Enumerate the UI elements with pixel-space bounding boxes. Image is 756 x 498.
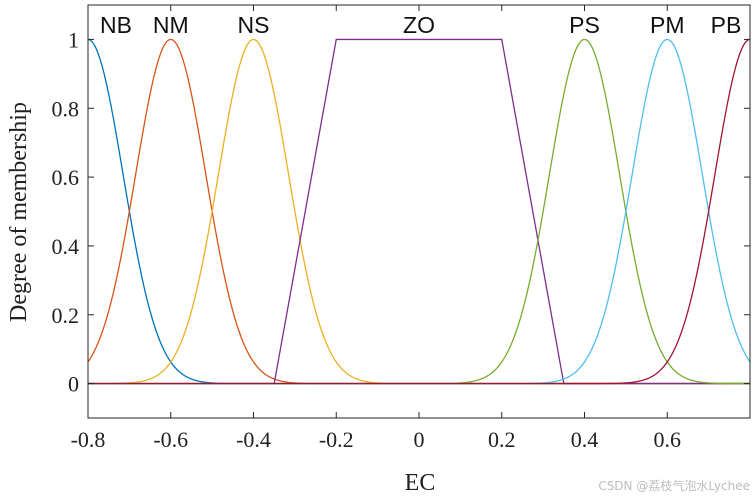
x-axis-label: EC [405,470,436,496]
series-label-nm: NM [153,12,189,38]
x-tick-label: 0 [414,427,425,452]
y-tick-label: 1 [68,27,79,52]
x-tick-label: -0.6 [153,427,188,452]
series-label-zo: ZO [403,12,435,38]
y-tick-label: 0.4 [52,234,80,259]
x-tick-label: 0.2 [488,427,516,452]
series-label-pb: PB [711,12,742,38]
plot-background [88,5,750,418]
series-curves [87,38,751,385]
y-axis-ticks: 0 0.2 0.4 0.6 0.8 1 [52,27,750,397]
y-tick-label: 0.8 [52,96,80,121]
watermark: CSDN @荔枝气泡水Lychee [598,479,750,493]
x-tick-label: -0.8 [71,427,106,452]
x-axis-ticks: -0.8 -0.6 -0.4 -0.2 0 0.2 0.4 0.6 [71,5,681,452]
series-labels: NB NM NS ZO PS PM PB [100,12,741,38]
y-tick-label: 0 [68,372,79,397]
y-tick-label: 0.6 [52,165,80,190]
y-tick-label: 0.2 [52,303,80,328]
x-tick-label: -0.4 [236,427,271,452]
x-tick-label: -0.2 [319,427,354,452]
y-axis-label: Degree of membership [6,102,32,322]
x-tick-label: 0.4 [571,427,599,452]
x-tick-label: 0.6 [654,427,682,452]
series-label-nb: NB [100,12,132,38]
series-label-pm: PM [650,12,685,38]
series-label-ps: PS [569,12,600,38]
series-label-ns: NS [238,12,270,38]
curve-pb [88,38,751,385]
